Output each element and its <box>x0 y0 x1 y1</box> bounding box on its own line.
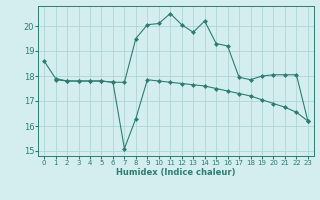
X-axis label: Humidex (Indice chaleur): Humidex (Indice chaleur) <box>116 168 236 177</box>
